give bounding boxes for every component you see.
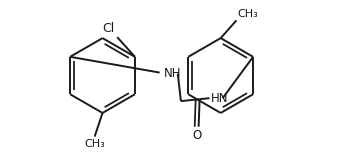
Text: CH₃: CH₃	[238, 9, 258, 19]
Text: CH₃: CH₃	[84, 139, 105, 148]
Text: Cl: Cl	[102, 22, 115, 35]
Text: NH: NH	[163, 67, 181, 80]
Text: HN: HN	[210, 92, 228, 105]
Text: O: O	[192, 129, 202, 142]
